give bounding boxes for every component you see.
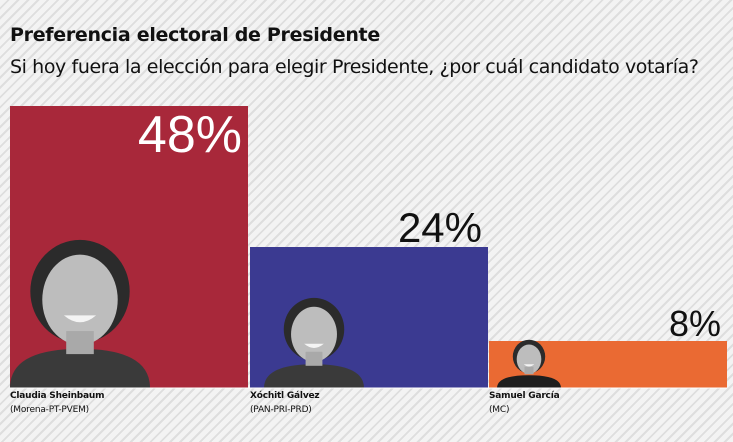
candidate-name-sheinbaum: Claudia Sheinbaum — [10, 391, 104, 401]
candidate-party-garcia: (MC) — [489, 405, 509, 415]
candidate-party-sheinbaum: (Morena-PT-PVEM) — [10, 405, 89, 415]
bar-group-galvez: 24% — [250, 204, 488, 388]
bar-group-garcia: 8% — [489, 303, 727, 388]
candidate-party-galvez: (PAN-PRI-PRD) — [250, 405, 312, 415]
value-label-galvez: 24% — [398, 204, 482, 251]
candidate-name-galvez: Xóchitl Gálvez — [250, 391, 319, 401]
value-label-garcia: 8% — [669, 303, 721, 344]
value-label-sheinbaum: 48% — [138, 106, 242, 164]
candidate-name-garcia: Samuel García — [489, 391, 559, 401]
bar-galvez — [250, 247, 488, 388]
bar-group-sheinbaum: 48% — [10, 106, 248, 388]
